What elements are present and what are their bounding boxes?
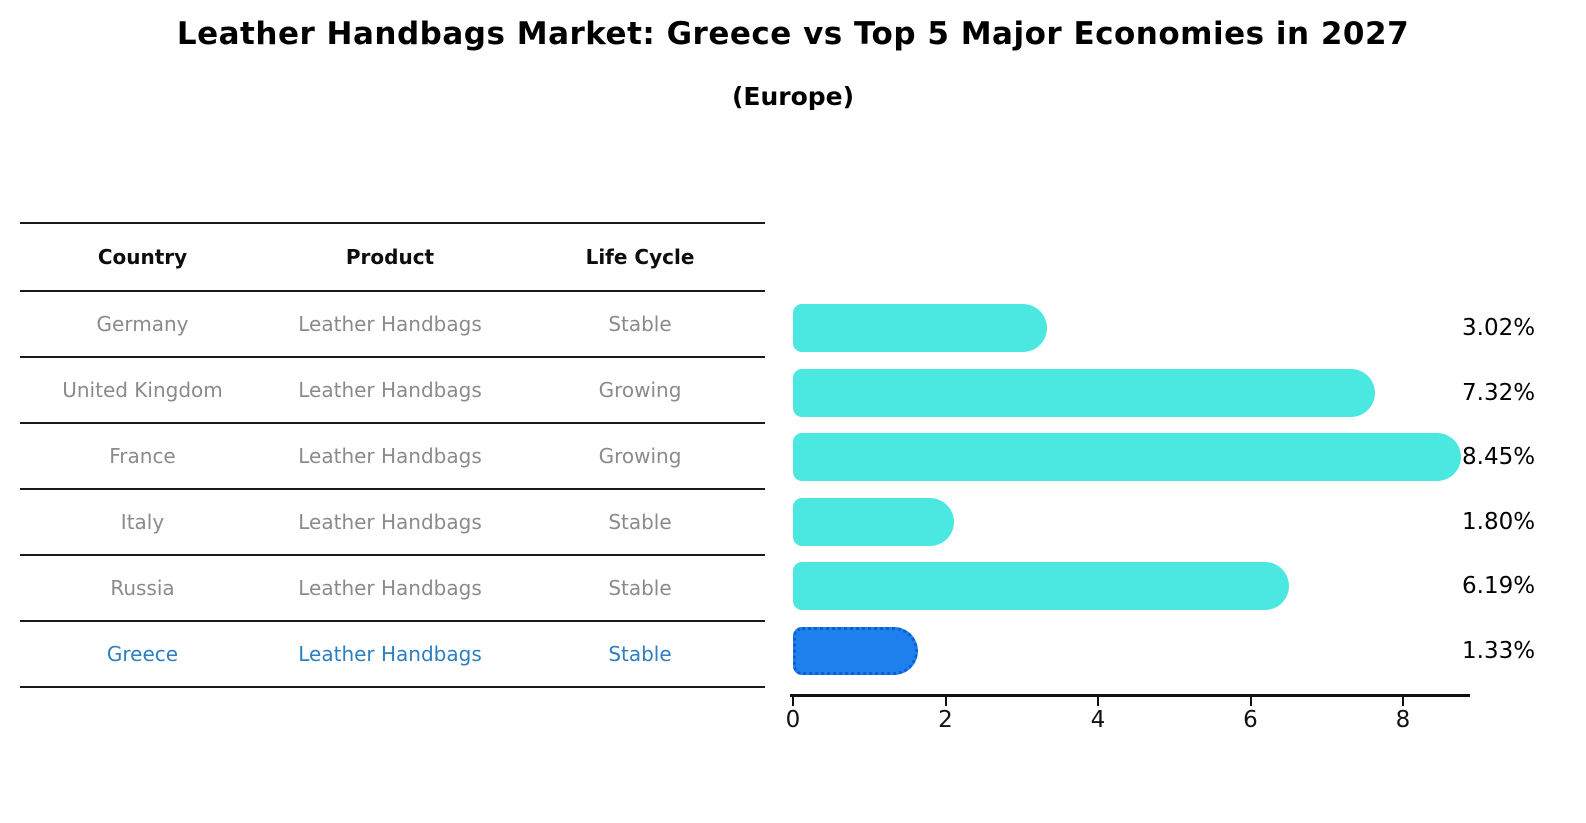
cell-product: Leather Handbags — [298, 312, 482, 336]
x-axis-tick-label: 8 — [1395, 707, 1411, 733]
cell-country: France — [109, 444, 176, 468]
bar-germany — [793, 304, 1048, 352]
cell-life-cycle: Growing — [598, 378, 682, 402]
bar-row — [793, 425, 1493, 490]
value-labels: 3.02% 7.32% 8.45% 1.80% 6.19% 1.33% — [1462, 296, 1582, 683]
cell-product: Leather Handbags — [298, 444, 482, 468]
cell-country: Germany — [96, 312, 189, 336]
cell-country: Italy — [120, 510, 165, 534]
cell-life-cycle: Stable — [608, 312, 672, 336]
value-label: 7.32% — [1462, 379, 1536, 406]
x-axis-tick-label: 0 — [785, 707, 801, 733]
value-label: 1.80% — [1462, 508, 1536, 535]
table-row: France Leather Handbags Growing — [20, 424, 765, 490]
value-label: 1.33% — [1462, 637, 1536, 664]
page-subtitle: (Europe) — [731, 82, 855, 111]
column-header-country: Country — [97, 245, 188, 269]
cell-product: Leather Handbags — [298, 510, 482, 534]
x-axis-tick — [1097, 697, 1099, 706]
bar-highlight-greece — [793, 626, 919, 675]
table-header-row: Country Product Life Cycle — [20, 222, 765, 292]
cell-life-cycle: Stable — [608, 510, 672, 534]
column-header-product: Product — [345, 245, 435, 269]
bar-chart — [793, 296, 1493, 683]
value-label: 8.45% — [1462, 444, 1536, 471]
cell-life-cycle: Stable — [608, 576, 672, 600]
cell-life-cycle: Stable — [608, 642, 672, 666]
value-label: 3.02% — [1462, 315, 1536, 342]
x-axis-tick — [1402, 697, 1404, 706]
x-axis: 0 2 4 6 8 — [786, 694, 1470, 734]
bar-russia — [793, 562, 1289, 610]
x-axis-tick — [1249, 697, 1252, 706]
cell-product: Leather Handbags — [298, 642, 482, 666]
cell-life-cycle: Growing — [598, 444, 682, 468]
table-row: Germany Leather Handbags Stable — [20, 292, 765, 358]
table-row: Russia Leather Handbags Stable — [20, 556, 765, 622]
column-header-life-cycle: Life Cycle — [585, 245, 695, 269]
bar-france — [793, 433, 1462, 481]
bar-row — [793, 619, 1493, 684]
cell-product: Leather Handbags — [298, 378, 482, 402]
x-axis-line — [790, 694, 1470, 697]
cell-product: Leather Handbags — [298, 576, 482, 600]
cell-country: Greece — [106, 642, 179, 666]
cell-country: United Kingdom — [62, 378, 223, 402]
value-label: 6.19% — [1462, 573, 1536, 600]
table-body: Germany Leather Handbags Stable United King… — [20, 292, 765, 688]
table-row: Greece Leather Handbags Stable — [20, 622, 765, 688]
table-row: Italy Leather Handbags Stable — [20, 490, 765, 556]
cell-country: Russia — [110, 576, 175, 600]
bar-united-kingdom — [793, 368, 1376, 417]
bar-row — [793, 296, 1493, 361]
x-axis-tick — [944, 697, 947, 706]
bar-italy — [793, 497, 955, 546]
bar-row — [793, 554, 1493, 619]
x-axis-tick-label: 2 — [938, 707, 953, 733]
table-row: United Kingdom Leather Handbags Growing — [20, 358, 765, 424]
country-table: Country Product Life Cycle Germany Leathe… — [20, 222, 765, 688]
x-axis-tick-label: 4 — [1090, 707, 1106, 733]
x-axis-tick-label: 6 — [1243, 707, 1258, 733]
bar-row — [793, 490, 1493, 555]
page-title: Leather Handbags Market: Greece vs Top 5… — [176, 16, 1410, 52]
bar-row — [793, 361, 1493, 426]
x-axis-tick — [792, 697, 794, 706]
